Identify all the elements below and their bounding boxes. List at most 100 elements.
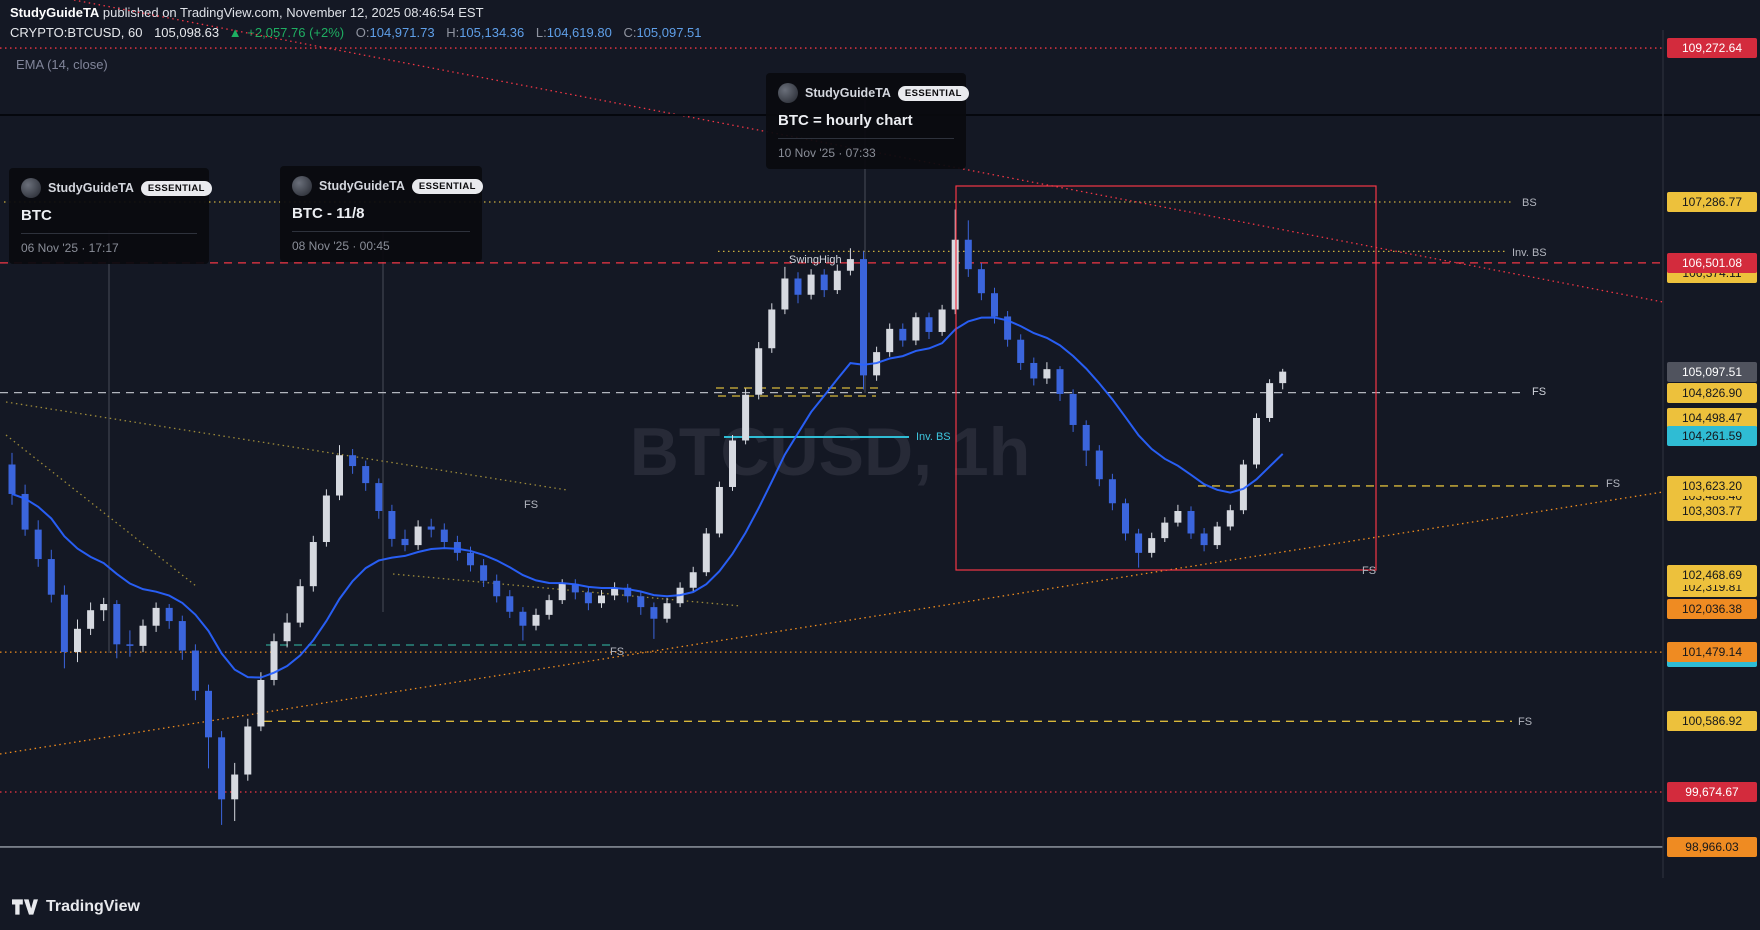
callout-title: BTC = hourly chart	[778, 112, 913, 129]
price-range-box	[955, 185, 1377, 571]
candle-body	[977, 269, 985, 294]
publish-line: StudyGuideTA published on TradingView.co…	[10, 5, 484, 20]
symbol-ohlc-line: CRYPTO:BTCUSD, 60 105,098.63 ▲ +2,057.76…	[10, 25, 702, 40]
candle-body	[362, 466, 370, 484]
tradingview-logo-text: TradingView	[46, 898, 140, 915]
candle-body	[1174, 511, 1182, 523]
high-value: 105,134.36	[459, 25, 525, 40]
price-label: 104,261.59	[1667, 426, 1757, 447]
candle-body	[480, 565, 488, 581]
candle-body	[1266, 383, 1274, 418]
candle-body	[467, 552, 474, 566]
note-callout[interactable]: StudyGuideTA ESSENTIAL BTC 06 Nov '25 · 17:…	[9, 168, 212, 264]
candle-body	[1030, 362, 1038, 379]
candle-body	[545, 600, 553, 615]
candle-body	[60, 594, 68, 653]
price-label: 102,036.38	[1667, 598, 1757, 619]
candle-body	[584, 592, 592, 604]
essential-badge: ESSENTIAL	[411, 178, 483, 194]
candle-body	[388, 511, 396, 539]
candle-body	[87, 610, 95, 629]
candle-body	[205, 690, 212, 738]
candle-body	[1161, 522, 1169, 539]
open-label: O:	[355, 25, 370, 40]
candle-body	[820, 274, 828, 291]
close-label: C:	[623, 25, 637, 40]
candle-body	[702, 533, 710, 573]
candle-body	[886, 328, 894, 353]
candle-body	[309, 542, 317, 587]
candle-body	[938, 309, 946, 332]
symbol-name: CRYPTO:BTCUSD, 60	[10, 25, 143, 40]
candle-body	[1200, 533, 1208, 546]
candle-body	[34, 529, 42, 560]
candle-body	[663, 603, 671, 619]
price-label: 101,479.14	[1667, 642, 1757, 663]
price-label: 109,272.64	[1667, 38, 1757, 59]
candle-body	[257, 679, 265, 727]
candle-body	[139, 625, 147, 646]
note-callout[interactable]: StudyGuideTA ESSENTIAL BTC - 11/8 08 Nov '2…	[280, 166, 483, 262]
candle-body	[715, 486, 723, 534]
avatar	[778, 83, 798, 103]
callout-date: 10 Nov '25 · 07:33	[778, 146, 876, 160]
candle-body	[152, 607, 160, 626]
candle-body	[912, 317, 920, 341]
candle-body	[1056, 369, 1064, 394]
candle-body	[1187, 511, 1195, 534]
candle-body	[860, 259, 867, 376]
tradingview-logo-icon	[12, 899, 38, 915]
candle-body	[558, 583, 566, 601]
price-label: 100,586.92	[1667, 711, 1757, 732]
price-label: 107,286.77	[1667, 192, 1757, 212]
candle-body	[1135, 533, 1143, 553]
callout-date: 06 Nov '25 · 17:17	[21, 241, 119, 255]
candle-body	[231, 774, 239, 800]
candle-body	[1148, 538, 1156, 553]
footer-brand[interactable]: TradingView	[12, 897, 140, 917]
candle-body	[925, 317, 933, 332]
candle-body	[375, 483, 383, 512]
candle-body	[519, 611, 527, 626]
change-value: +2,057.76 (+2%)	[247, 25, 345, 40]
candle-body	[1122, 503, 1129, 534]
candle-body	[846, 259, 854, 271]
indicator-legend-ema[interactable]: EMA (14, close)	[16, 57, 108, 72]
candle-body	[1095, 450, 1103, 480]
candle-body	[414, 526, 422, 546]
avatar	[21, 178, 41, 198]
high-label: H:	[446, 25, 460, 40]
candle-body	[1043, 369, 1051, 379]
change-arrow-icon: ▲	[228, 25, 242, 40]
trend-line	[0, 491, 1664, 755]
candle-body	[1226, 510, 1234, 527]
callout-header: StudyGuideTA ESSENTIAL	[292, 176, 483, 196]
candle-body	[336, 455, 343, 496]
candle-body	[427, 526, 435, 530]
avatar	[292, 176, 312, 196]
price-label: 98,966.03	[1667, 836, 1757, 857]
callout-username: StudyGuideTA	[48, 181, 134, 195]
close-value: 105,097.51	[636, 25, 702, 40]
publisher-name: StudyGuideTA	[10, 5, 100, 20]
candle-body	[755, 348, 763, 395]
callout-header: StudyGuideTA ESSENTIAL	[21, 178, 212, 198]
candle-body	[493, 580, 501, 597]
last-price: 105,098.63	[154, 25, 220, 40]
note-callout[interactable]: StudyGuideTA ESSENTIAL BTC = hourly chart 1…	[766, 73, 969, 169]
candle-body	[113, 604, 121, 645]
callout-username: StudyGuideTA	[805, 86, 891, 100]
candle-body	[440, 529, 448, 543]
candle-body	[899, 328, 907, 341]
candle-body	[637, 596, 645, 608]
candle-body	[1239, 464, 1247, 511]
candle-body	[689, 572, 697, 588]
callout-title: BTC - 11/8	[292, 205, 365, 222]
candle-body	[244, 726, 252, 775]
publish-text: published on TradingView.com, November 1…	[99, 5, 484, 20]
price-label: 104,498.47	[1667, 408, 1757, 429]
candle-body	[833, 270, 841, 291]
